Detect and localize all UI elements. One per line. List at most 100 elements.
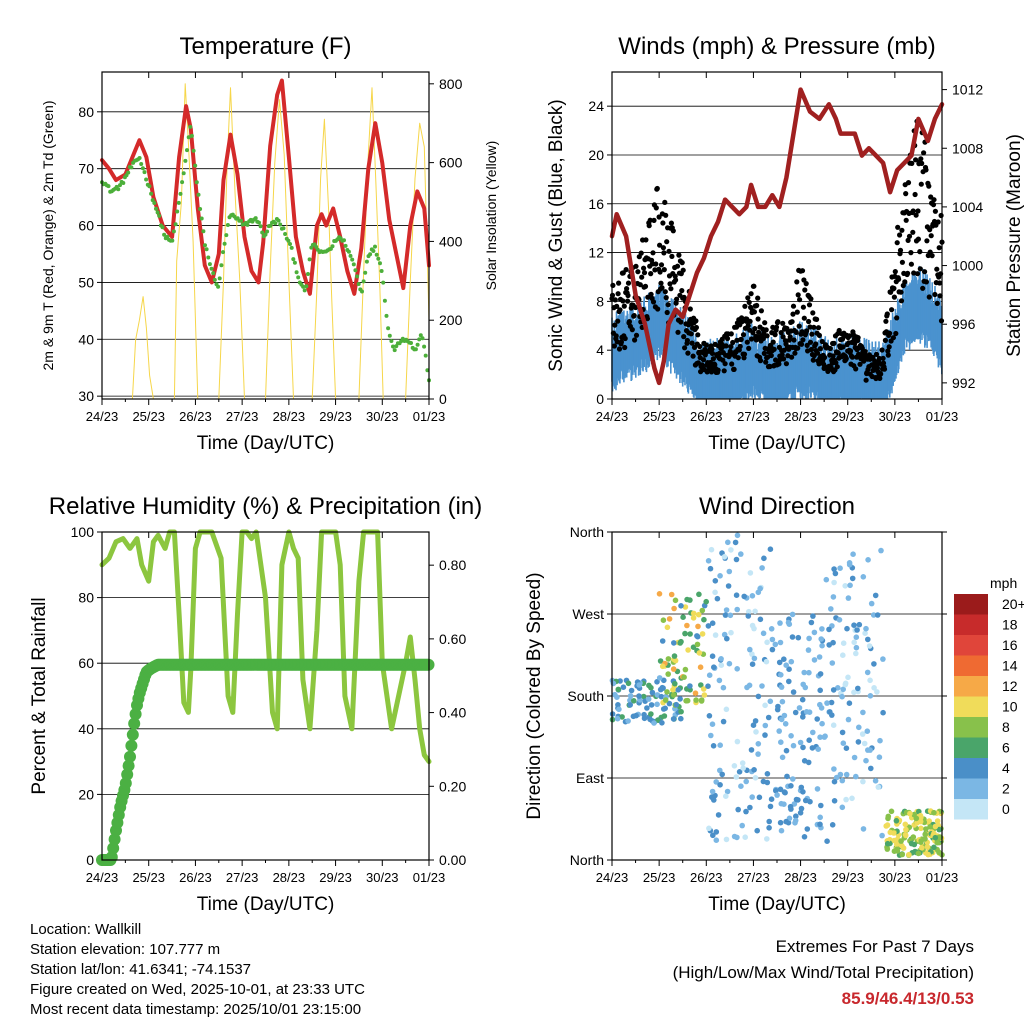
- direction-point: [893, 818, 900, 824]
- gust-point: [679, 260, 685, 266]
- dewpoint-point: [222, 241, 227, 246]
- direction-point: [710, 743, 717, 749]
- gust-point: [673, 277, 679, 283]
- gust-point: [651, 217, 657, 223]
- gust-point: [921, 150, 927, 156]
- dewpoint-point: [212, 277, 217, 282]
- direction-point: [762, 702, 768, 709]
- x-tick-label: 28/23: [273, 870, 306, 885]
- direction-point: [651, 720, 657, 726]
- direction-point: [690, 644, 697, 650]
- direction-point: [819, 642, 825, 649]
- gust-point: [923, 167, 929, 173]
- gust-point: [804, 342, 810, 348]
- gust-point: [688, 331, 694, 337]
- dewpoint-point: [296, 275, 301, 280]
- gust-point: [771, 346, 777, 352]
- dewpoint-point: [186, 135, 191, 140]
- direction-point: [854, 627, 860, 633]
- direction-point: [792, 709, 799, 716]
- gust-point: [816, 332, 823, 338]
- gust-point: [879, 347, 885, 353]
- gust-point: [762, 320, 768, 326]
- direction-point: [740, 765, 746, 771]
- direction-point: [728, 629, 734, 636]
- direction-point: [867, 677, 873, 684]
- gust-point: [905, 237, 911, 243]
- direction-point: [795, 634, 802, 641]
- direction-point: [698, 682, 704, 688]
- dewpoint-point: [283, 232, 288, 236]
- direction-point: [670, 666, 677, 672]
- y-tick-label: 20: [78, 786, 94, 802]
- gust-point: [881, 366, 888, 372]
- gust-point: [616, 346, 623, 352]
- x-tick-label: 25/23: [643, 409, 676, 424]
- humidity-line: [99, 529, 432, 765]
- gust-point: [755, 316, 761, 322]
- direction-point: [822, 733, 828, 739]
- direction-point: [707, 565, 714, 572]
- direction-point: [847, 582, 853, 589]
- gust-point: [914, 271, 921, 277]
- x-axis-label: Time (Day/UTC): [197, 894, 335, 915]
- gust-point: [895, 224, 901, 230]
- direction-point: [911, 841, 918, 848]
- direction-point: [800, 714, 806, 720]
- gust-point: [632, 337, 638, 343]
- gust-point: [884, 311, 890, 317]
- x-tick-label: 28/23: [784, 409, 817, 424]
- dewpoint-point: [260, 230, 265, 235]
- direction-point: [717, 782, 723, 788]
- solar-insolation-line: [131, 83, 430, 400]
- direction-point: [931, 844, 937, 851]
- gust-point: [814, 350, 821, 356]
- gust-point: [663, 295, 669, 301]
- gust-point: [615, 318, 621, 324]
- gust-point: [763, 359, 769, 365]
- x-tick-label: 30/23: [879, 409, 912, 424]
- direction-point: [802, 684, 809, 691]
- direction-point: [681, 674, 687, 680]
- gust-point: [656, 214, 662, 220]
- direction-point: [824, 700, 830, 706]
- direction-point: [746, 608, 752, 615]
- direction-point: [875, 784, 882, 790]
- direction-point: [699, 607, 706, 614]
- direction-point: [696, 650, 703, 656]
- gust-point: [613, 333, 619, 339]
- direction-point: [725, 539, 731, 546]
- gust-point: [639, 274, 645, 280]
- gust-point: [773, 324, 780, 330]
- direction-point: [845, 674, 851, 681]
- direction-point: [902, 821, 909, 828]
- gust-point: [918, 156, 924, 162]
- gust-point: [790, 303, 797, 309]
- direction-point: [868, 765, 874, 772]
- direction-point: [670, 716, 677, 722]
- direction-point: [749, 593, 756, 599]
- gust-point: [905, 180, 912, 186]
- x-tick-label: 25/23: [643, 870, 676, 885]
- gust-point: [653, 205, 659, 211]
- dewpoint-point: [180, 180, 185, 185]
- gust-point: [815, 325, 822, 331]
- gust-point: [682, 345, 688, 351]
- direction-point: [917, 818, 924, 825]
- legend-label: 14: [1002, 658, 1018, 674]
- direction-point: [910, 834, 917, 840]
- gust-point: [819, 338, 825, 345]
- dewpoint-point: [204, 247, 209, 252]
- gust-point: [889, 307, 895, 313]
- dewpoint-point: [162, 232, 167, 237]
- y2-axis-label: Station Pressure (Maroon): [1004, 134, 1024, 357]
- gust-point: [758, 308, 765, 314]
- direction-point: [783, 747, 790, 754]
- dewpoint-point: [363, 270, 368, 275]
- direction-point: [731, 763, 738, 769]
- direction-point: [684, 622, 690, 629]
- direction-point: [781, 789, 788, 795]
- gust-point: [658, 262, 665, 268]
- x-tick-label: 24/23: [86, 409, 119, 424]
- direction-point: [839, 777, 846, 784]
